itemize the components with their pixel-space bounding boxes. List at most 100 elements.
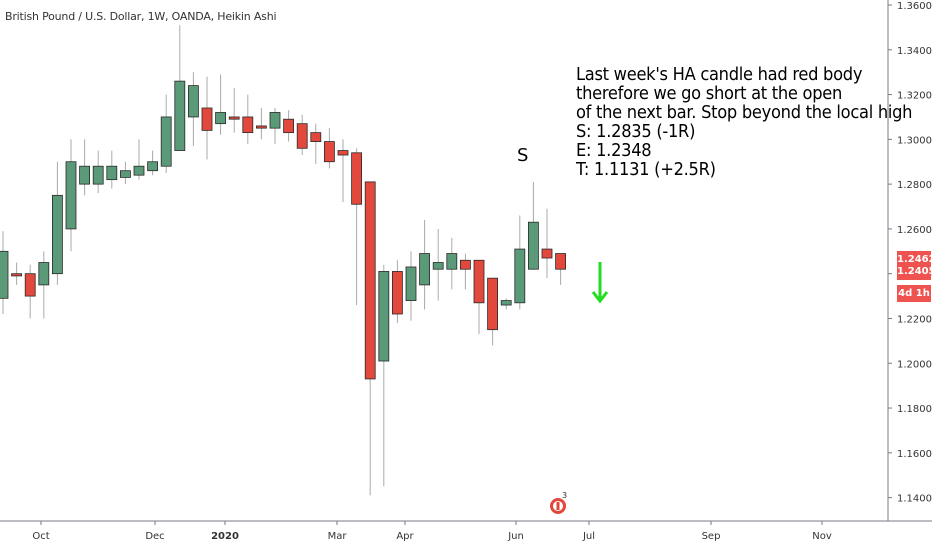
candle-body: [11, 273, 23, 277]
candle: [487, 277, 499, 346]
candle-body: [296, 123, 308, 149]
y-tick-label: 1.32000: [897, 91, 932, 102]
candle-body: [79, 165, 90, 185]
candle: [52, 161, 63, 285]
candle-body: [459, 259, 471, 270]
candle-body: [38, 262, 50, 286]
candle: [337, 139, 349, 203]
chart-title: British Pound / U.S. Dollar, 1W, OANDA, …: [5, 10, 277, 23]
candle: [541, 208, 553, 279]
candle: [0, 231, 9, 314]
candle-body: [446, 253, 458, 270]
candle: [296, 114, 308, 156]
countdown-tag: 4d 1h: [897, 285, 931, 303]
candle-body: [391, 271, 403, 315]
x-tick-label: Jun: [507, 531, 524, 542]
candle-body: [378, 271, 390, 362]
candle-body: [337, 150, 349, 156]
candle: [310, 123, 322, 164]
candle: [419, 219, 431, 310]
candle: [255, 108, 267, 140]
candle-body: [0, 250, 9, 299]
x-tick-label: 2020: [211, 531, 239, 542]
stop-marker-label: S: [517, 145, 529, 166]
candle: [242, 94, 254, 144]
candle: [147, 150, 159, 176]
x-tick-label: Apr: [396, 531, 414, 542]
ideas-badge-icon[interactable]: 3: [549, 492, 571, 518]
y-tick-label: 1.14000: [897, 494, 932, 505]
candle-body: [432, 262, 444, 270]
candle-body: [364, 181, 376, 380]
x-axis-ticks: Oct Dec 2020 Mar Apr Jun Jul Sep Nov: [32, 521, 832, 542]
y-tick-label: 1.22000: [897, 314, 932, 325]
x-tick-label: Jul: [582, 531, 595, 542]
y-tick-label: 1.18000: [897, 404, 932, 415]
candle-body: [283, 118, 295, 134]
candle: [378, 264, 390, 487]
candle: [201, 76, 213, 160]
candle-body: [92, 165, 104, 185]
candle-body: [487, 277, 499, 331]
candle: [283, 110, 295, 142]
candle-body: [147, 161, 159, 172]
candle-body: [160, 116, 172, 167]
candle-body: [215, 112, 227, 125]
candle: [528, 181, 539, 270]
y-tick-label: 1.26000: [897, 225, 932, 236]
x-tick-label: Oct: [32, 531, 49, 542]
candle: [160, 94, 172, 173]
candle-body: [106, 165, 118, 181]
candle: [228, 87, 240, 133]
candle-body: [133, 165, 145, 176]
candle-body: [528, 221, 539, 270]
candle-body: [323, 141, 335, 163]
y-tick-label: 1.34000: [897, 46, 932, 57]
candle: [555, 253, 566, 285]
candle-body: [228, 116, 240, 120]
price-tag-open: 1.24059: [897, 263, 932, 281]
x-tick-label: Dec: [145, 531, 164, 542]
candle-body: [555, 253, 566, 270]
badge-count: 3: [562, 492, 567, 500]
candle-body: [242, 116, 254, 134]
candle: [405, 251, 417, 321]
candle-body: [351, 152, 363, 205]
y-tick-label: 1.28000: [897, 180, 932, 191]
candle-body: [269, 112, 281, 129]
candle: [473, 259, 485, 335]
down-arrow-icon: [591, 262, 609, 304]
candle: [269, 108, 281, 144]
y-tick-label: 1.36000: [897, 1, 932, 12]
y-tick-label: 1.16000: [897, 449, 932, 460]
candle-body: [514, 248, 526, 304]
y-tick-label: 1.30000: [897, 135, 932, 146]
x-tick-label: Sep: [702, 531, 721, 542]
candle-body: [65, 161, 77, 230]
trade-note: Last week's HA candle had red body there…: [576, 65, 913, 180]
candle: [65, 139, 77, 252]
candle: [323, 128, 335, 169]
candle-body: [187, 85, 199, 118]
y-tick-label: 1.20000: [897, 359, 932, 370]
candles: [0, 25, 566, 496]
candle-body: [541, 248, 553, 259]
candle: [187, 72, 199, 147]
candle: [120, 161, 131, 185]
candle: [106, 150, 118, 189]
candle: [38, 251, 50, 319]
x-tick-label: Mar: [328, 531, 348, 542]
candle-body: [310, 132, 322, 142]
candle-body: [120, 170, 131, 178]
candle: [11, 262, 23, 285]
candle: [459, 253, 471, 290]
candle-body: [201, 107, 213, 131]
candle: [500, 298, 512, 310]
x-tick-label: Nov: [812, 531, 832, 542]
candle: [174, 25, 186, 151]
candle: [215, 74, 227, 135]
candle: [351, 148, 363, 306]
candle: [364, 181, 376, 496]
